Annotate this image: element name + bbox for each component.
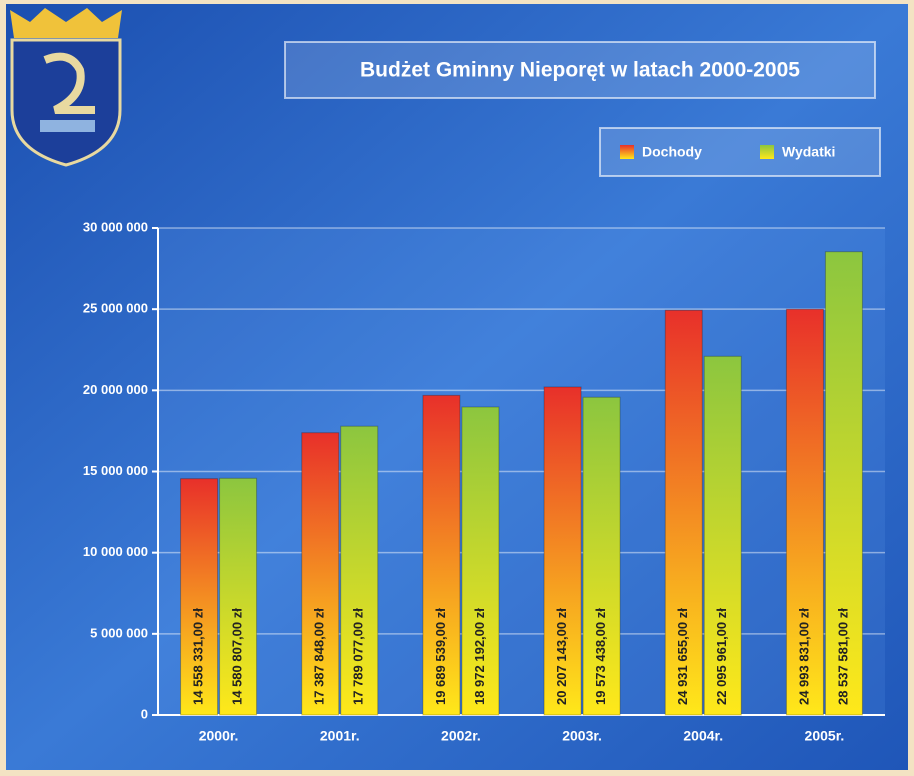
value-label: 14 558 331,00 zł xyxy=(191,608,206,705)
value-label: 24 993 831,00 zł xyxy=(796,608,811,705)
page: {"chart_data": { "type": "bar", "title":… xyxy=(0,0,914,776)
value-label: 19 573 438,00 zł xyxy=(593,608,608,705)
x-tick-label: 2005r. xyxy=(805,728,845,744)
y-tick-label: 15 000 000 xyxy=(83,463,148,478)
y-tick-label: 0 xyxy=(141,706,148,721)
value-label: 22 095 961,00 zł xyxy=(714,608,729,705)
value-label: 17 387 848,00 zł xyxy=(312,608,327,705)
x-tick-label: 2002r. xyxy=(441,728,481,744)
y-tick-label: 20 000 000 xyxy=(83,382,148,397)
x-tick-label: 2001r. xyxy=(320,728,360,744)
chart-title: Budżet Gminny Nieporęt w latach 2000-200… xyxy=(360,59,800,82)
value-label: 19 689 539,00 zł xyxy=(433,608,448,705)
value-label: 28 537 581,00 zł xyxy=(835,608,850,705)
value-label: 18 972 192,00 zł xyxy=(472,608,487,705)
y-tick-label: 5 000 000 xyxy=(90,625,148,640)
legend-swatch xyxy=(760,145,774,159)
legend-swatch xyxy=(620,145,634,159)
y-tick-label: 30 000 000 xyxy=(83,219,148,234)
legend-label: Dochody xyxy=(642,144,702,160)
value-label: 14 580 807,00 zł xyxy=(230,608,245,705)
x-tick-label: 2003r. xyxy=(562,728,602,744)
chart: Budżet Gminny Nieporęt w latach 2000-200… xyxy=(0,0,914,776)
value-label: 17 789 077,00 zł xyxy=(351,608,366,705)
y-tick-label: 25 000 000 xyxy=(83,301,148,316)
value-label: 20 207 143,00 zł xyxy=(554,608,569,705)
x-tick-label: 2004r. xyxy=(683,728,723,744)
y-tick-label: 10 000 000 xyxy=(83,544,148,559)
coat-of-arms xyxy=(10,8,122,165)
value-label: 24 931 655,00 zł xyxy=(675,608,690,705)
x-tick-label: 2000r. xyxy=(199,728,239,744)
legend-label: Wydatki xyxy=(782,144,835,160)
